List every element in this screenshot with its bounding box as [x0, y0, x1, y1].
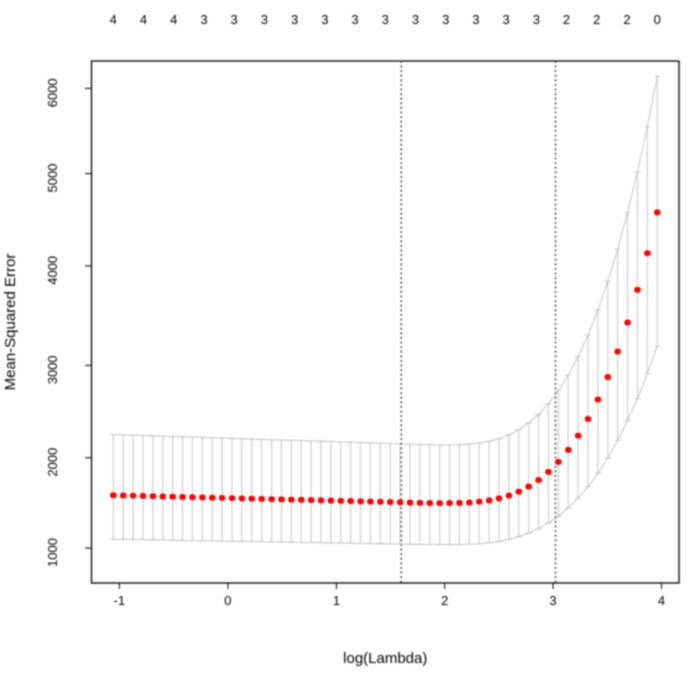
svg-text:3: 3 — [533, 12, 540, 27]
svg-text:2: 2 — [441, 593, 448, 608]
svg-text:6000: 6000 — [45, 78, 60, 107]
svg-text:3: 3 — [200, 12, 207, 27]
svg-text:3: 3 — [231, 12, 238, 27]
svg-text:4: 4 — [658, 593, 665, 608]
svg-text:log(Lambda): log(Lambda) — [343, 650, 427, 667]
svg-text:3: 3 — [442, 12, 449, 27]
svg-text:2: 2 — [593, 12, 600, 27]
svg-text:0: 0 — [654, 12, 661, 27]
svg-text:1: 1 — [333, 593, 340, 608]
svg-text:0: 0 — [224, 593, 231, 608]
svg-text:4: 4 — [110, 12, 117, 27]
svg-text:4000: 4000 — [45, 256, 60, 285]
svg-text:4: 4 — [140, 12, 147, 27]
svg-text:3: 3 — [291, 12, 298, 27]
svg-text:2000: 2000 — [45, 448, 60, 477]
svg-text:3000: 3000 — [45, 355, 60, 384]
svg-text:3: 3 — [472, 12, 479, 27]
svg-text:3: 3 — [382, 12, 389, 27]
svg-text:5000: 5000 — [45, 164, 60, 193]
svg-text:4: 4 — [170, 12, 177, 27]
svg-text:1000: 1000 — [45, 538, 60, 567]
svg-text:3: 3 — [503, 12, 510, 27]
svg-text:3: 3 — [261, 12, 268, 27]
svg-text:3: 3 — [351, 12, 358, 27]
svg-text:3: 3 — [549, 593, 556, 608]
svg-text:2: 2 — [563, 12, 570, 27]
svg-text:3: 3 — [412, 12, 419, 27]
svg-text:Mean-Squared Error: Mean-Squared Error — [2, 254, 19, 391]
svg-text:3: 3 — [321, 12, 328, 27]
svg-text:-1: -1 — [114, 593, 126, 608]
svg-text:2: 2 — [623, 12, 630, 27]
